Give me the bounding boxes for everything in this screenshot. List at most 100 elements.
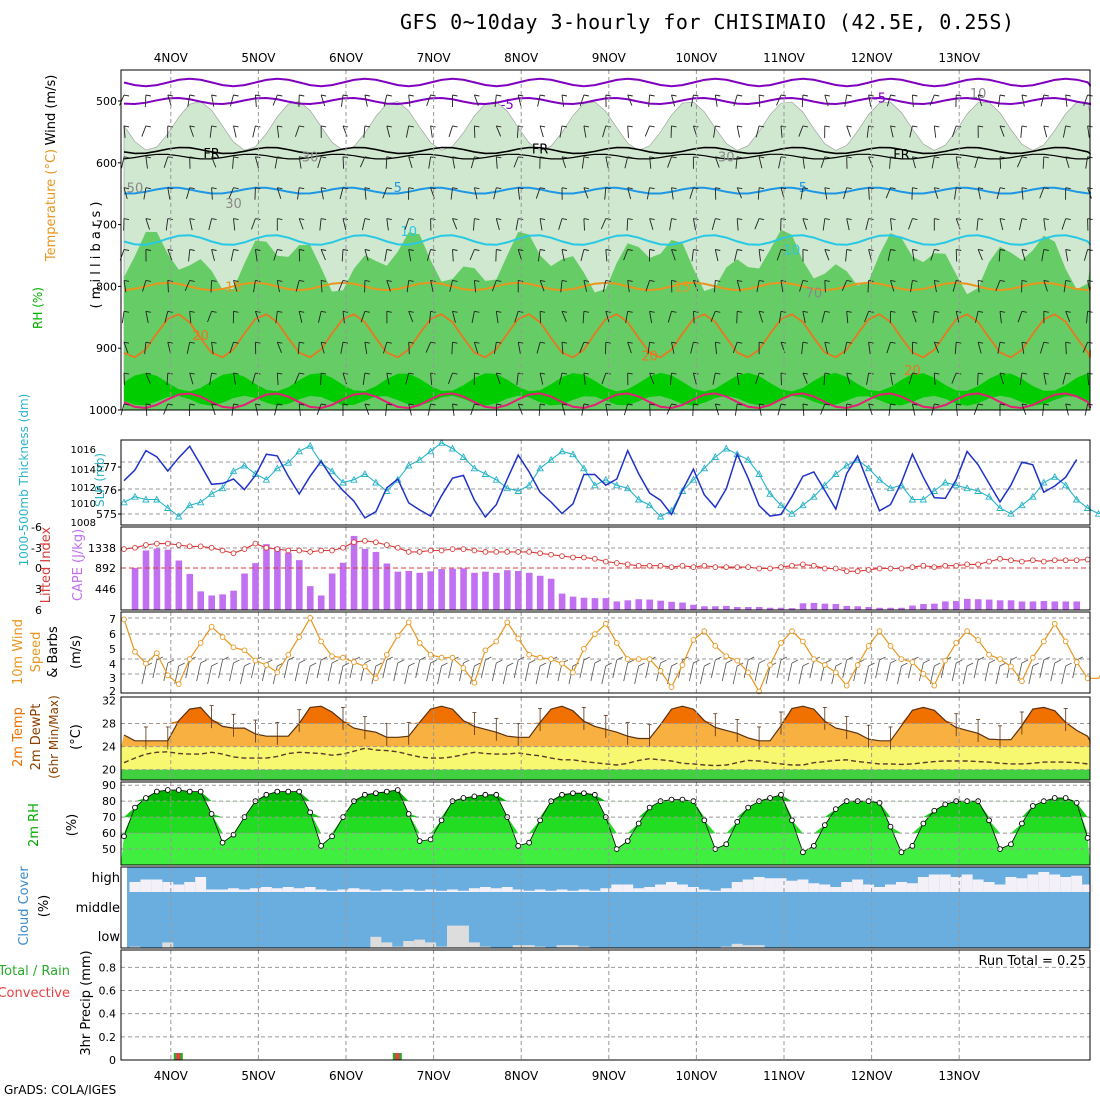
wind-barb-flag — [737, 218, 743, 221]
wind-barb-flag — [759, 94, 765, 97]
wind-barb — [276, 342, 282, 353]
surface-barb — [185, 659, 191, 679]
wind-barb — [690, 342, 694, 354]
wind-barb — [254, 94, 257, 107]
thickness-marker — [558, 447, 566, 455]
wind-barb — [952, 280, 957, 292]
wind-barb-flag — [627, 94, 633, 97]
precip-tick-label: 0.4 — [99, 1008, 117, 1021]
wind-barb-flag — [824, 310, 830, 313]
wind-barb — [186, 187, 191, 200]
rh-marker — [570, 790, 576, 797]
cape-bar — [208, 595, 215, 610]
axis-label: RH (%) — [31, 287, 45, 329]
wind-barb — [1065, 94, 1068, 107]
wind-barb — [123, 280, 127, 293]
wind-barb — [233, 125, 237, 138]
wind-barb-flag — [1065, 218, 1071, 221]
date-label: 8NOV — [504, 51, 539, 65]
surface-barb — [864, 665, 869, 685]
cape-bar — [613, 601, 621, 610]
wind-barb-flag — [846, 94, 852, 97]
wind-barb — [123, 125, 126, 138]
wind-speed-marker — [241, 647, 248, 654]
cape-bar — [504, 570, 511, 610]
wind-barb-flag — [364, 310, 370, 313]
wind-barb — [386, 218, 389, 231]
wind-barb-flag — [474, 94, 480, 97]
wind-barb — [228, 187, 234, 199]
wind-barb-flag — [299, 125, 305, 128]
wind-barb — [163, 403, 169, 415]
wind-barb — [997, 94, 1001, 107]
thickness-marker — [1072, 495, 1081, 503]
wind-barb — [580, 249, 585, 261]
wind-barb-flag — [583, 403, 589, 406]
li-marker — [186, 543, 193, 550]
wind-barb-flag — [802, 125, 808, 128]
wind-barb-flag — [890, 372, 896, 375]
surface-barb — [524, 662, 530, 682]
thickness-marker — [120, 498, 128, 506]
temp-tick-label: 24 — [102, 741, 116, 754]
wind-barb — [845, 249, 848, 262]
wind-barb — [145, 218, 150, 230]
wind-barb-flag — [255, 249, 261, 251]
wind-barb-flag — [934, 156, 940, 159]
date-label: 6NOV — [329, 51, 364, 65]
surface-barb-flag — [988, 659, 996, 664]
wind-barb-flag — [583, 125, 589, 128]
surface-barb — [754, 662, 760, 682]
cloud-low-bar — [436, 946, 448, 948]
wind-barb-flag — [299, 187, 305, 190]
rh-marker — [482, 791, 489, 798]
wind-barb — [340, 94, 344, 107]
wind-barb — [933, 125, 937, 138]
wind-barb — [669, 218, 672, 231]
wind-barb — [233, 280, 238, 292]
date-label: 4NOV — [154, 51, 189, 65]
wind-barb-flag — [342, 403, 349, 406]
wind-barb-flag — [759, 218, 765, 221]
li-marker — [274, 546, 281, 552]
surface-barb-flag — [890, 659, 897, 664]
wind-barb — [254, 249, 258, 262]
wind-barb-flag — [978, 341, 984, 344]
rh-marker — [723, 841, 730, 848]
li-marker — [121, 546, 127, 552]
wind-barb — [297, 187, 300, 200]
rh-marker — [143, 795, 149, 801]
wind-barb-flag — [999, 125, 1006, 128]
contour-label: 10 — [400, 225, 417, 240]
wind-barb — [955, 311, 960, 323]
surface-barb-flag — [178, 662, 185, 667]
wind-barb — [539, 218, 543, 231]
wind-barb-flag — [999, 279, 1006, 282]
cloud-high-gap — [863, 884, 875, 892]
wind-barb — [758, 156, 763, 169]
axis-label: 2m DewPt — [29, 704, 44, 771]
wind-barb — [514, 311, 519, 323]
axis-label: (°C) — [69, 724, 84, 750]
li-marker — [821, 565, 828, 572]
contour-label: -5 — [501, 98, 514, 113]
surface-barb — [787, 662, 793, 682]
wind-barb-flag — [496, 310, 502, 313]
cape-bar — [679, 602, 686, 610]
rh-marker — [362, 791, 368, 798]
wind-barb-flag — [540, 279, 546, 282]
wind-speed-marker — [548, 656, 554, 662]
axis-label: & Barbs — [46, 626, 61, 678]
li-marker — [493, 549, 500, 555]
wind-barb — [908, 372, 913, 385]
thickness-marker — [306, 441, 314, 449]
slp-line — [123, 444, 1078, 519]
wind-barb-flag — [824, 341, 830, 344]
thickness-marker — [821, 481, 829, 489]
wind-barb-flag — [561, 187, 568, 190]
surface-barb — [601, 665, 607, 685]
thickness-marker — [908, 495, 917, 503]
wind-barb-flag — [890, 218, 896, 221]
wind-speed-marker — [876, 628, 883, 634]
